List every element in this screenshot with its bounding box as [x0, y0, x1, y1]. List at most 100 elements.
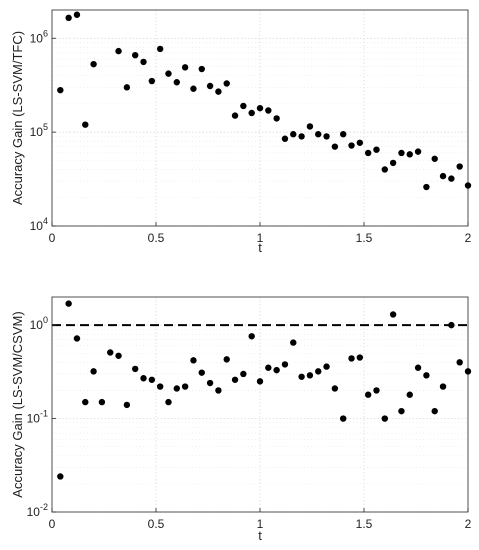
- chart0-point: [414, 148, 422, 155]
- chart1-point: [381, 415, 388, 422]
- chart1-point: [398, 407, 405, 415]
- chart0-point: [356, 139, 364, 146]
- chart0-point: [206, 82, 214, 90]
- chart1-y-tick-label: 100: [30, 315, 48, 332]
- chart1-point: [240, 370, 247, 378]
- chart0-point: [298, 133, 305, 140]
- chart0-point: [431, 155, 438, 162]
- chart0-point: [165, 70, 172, 77]
- chart1-point: [331, 385, 339, 392]
- chart0-point: [115, 47, 122, 55]
- chart1-point: [123, 401, 131, 409]
- chart0-point: [331, 143, 339, 150]
- chart0-point: [348, 142, 355, 149]
- chart0-x-tick-label: 0: [49, 231, 56, 245]
- chart1-point: [464, 368, 472, 375]
- bottom-chart: 0 0.5 1 1.5 2 10-2 10-1 100 t Accuracy Gain (LS-S…: [10, 296, 472, 543]
- chart0-point: [398, 149, 405, 157]
- chart0-point: [439, 172, 447, 180]
- chart0-point: [215, 88, 222, 95]
- chart1-point: [107, 349, 114, 356]
- chart0-x-tick-label: 1: [257, 231, 264, 245]
- chart0-point: [231, 112, 239, 119]
- chart1-point: [448, 321, 455, 329]
- chart0-point: [281, 135, 289, 142]
- chart0-point: [132, 51, 139, 59]
- chart1-x-tick-label: 1.5: [356, 517, 373, 531]
- chart0-x-axis-title: t: [258, 240, 262, 255]
- chart1-point: [57, 473, 64, 480]
- chart1-point: [156, 383, 164, 390]
- chart1-point: [223, 356, 230, 363]
- chart1-point: [431, 407, 438, 415]
- chart0-point: [290, 131, 297, 138]
- chart0-point: [240, 102, 247, 110]
- chart1-point: [323, 363, 330, 370]
- chart1-point: [98, 398, 106, 406]
- top-chart: 0 0.5 1 1.5 2 104 105 106 t Accuracy Gain (LS-SVM…: [10, 9, 472, 255]
- chart0-point: [456, 163, 463, 170]
- chart0-point: [273, 115, 280, 122]
- chart1-x-tick-label: 0.5: [148, 517, 165, 531]
- chart1-point: [356, 354, 364, 361]
- chart1-point: [73, 335, 81, 342]
- chart0-point: [57, 86, 64, 94]
- chart0-point: [315, 131, 322, 138]
- chart0-point: [340, 131, 347, 138]
- chart0-point: [90, 60, 97, 68]
- chart1-point: [82, 398, 89, 406]
- chart0-point: [323, 133, 330, 140]
- chart1-point: [273, 366, 280, 374]
- chart0-y-axis-title: Accuracy Gain (LS-SVM/TFC): [10, 31, 25, 205]
- chart0-x-tick-label: 1.5: [356, 231, 373, 245]
- chart0-point: [198, 65, 205, 73]
- chart0-point: [140, 58, 147, 66]
- chart1-x-tick-label: 2: [465, 517, 472, 531]
- chart1-point: [256, 378, 264, 385]
- chart1-point: [281, 361, 289, 368]
- chart0-point: [248, 109, 255, 117]
- chart0-point: [223, 80, 230, 87]
- chart0-point: [173, 79, 180, 86]
- chart1-x-tick-label: 0: [49, 517, 56, 531]
- chart0-point: [73, 11, 81, 18]
- chart1-point: [90, 368, 97, 375]
- chart0-y-tick-label: 104: [30, 216, 48, 233]
- chart0-point: [123, 84, 131, 91]
- chart1-point: [265, 364, 272, 371]
- chart0-x-tick-label: 2: [465, 231, 472, 245]
- chart0-point: [373, 146, 380, 153]
- chart0-point: [181, 64, 189, 71]
- chart0-point: [190, 85, 197, 92]
- chart1-point: [406, 391, 413, 398]
- chart1-point: [439, 383, 447, 390]
- chart1-point: [298, 373, 305, 380]
- chart1-point: [198, 369, 205, 376]
- chart1-point: [140, 375, 147, 382]
- chart1-x-axis-title: t: [258, 528, 262, 543]
- chart0-point: [423, 183, 430, 191]
- chart1-point: [364, 391, 372, 398]
- chart0-point: [256, 104, 264, 112]
- chart0-x-tick-label: 0.5: [148, 231, 165, 245]
- chart1-point: [148, 376, 156, 383]
- chart1-point: [306, 372, 314, 379]
- chart1-y-tick-label: 10-1: [27, 409, 48, 426]
- chart1-point: [206, 379, 214, 387]
- chart1-point: [165, 398, 172, 406]
- chart0-point: [306, 123, 314, 130]
- chart1-point: [215, 387, 222, 394]
- chart0-point: [389, 159, 397, 167]
- chart1-point: [389, 311, 397, 318]
- chart1-point: [456, 359, 463, 366]
- chart1-point: [132, 365, 139, 373]
- chart1-point: [315, 368, 322, 375]
- chart1-point: [340, 415, 347, 422]
- chart0-point: [148, 77, 156, 85]
- chart1-point: [231, 376, 239, 383]
- chart0-point: [381, 166, 388, 173]
- chart1-point: [373, 387, 380, 394]
- chart1-y-axis-title: Accuracy Gain (LS-SVM/CSVM): [10, 311, 25, 497]
- chart0-point: [464, 182, 472, 189]
